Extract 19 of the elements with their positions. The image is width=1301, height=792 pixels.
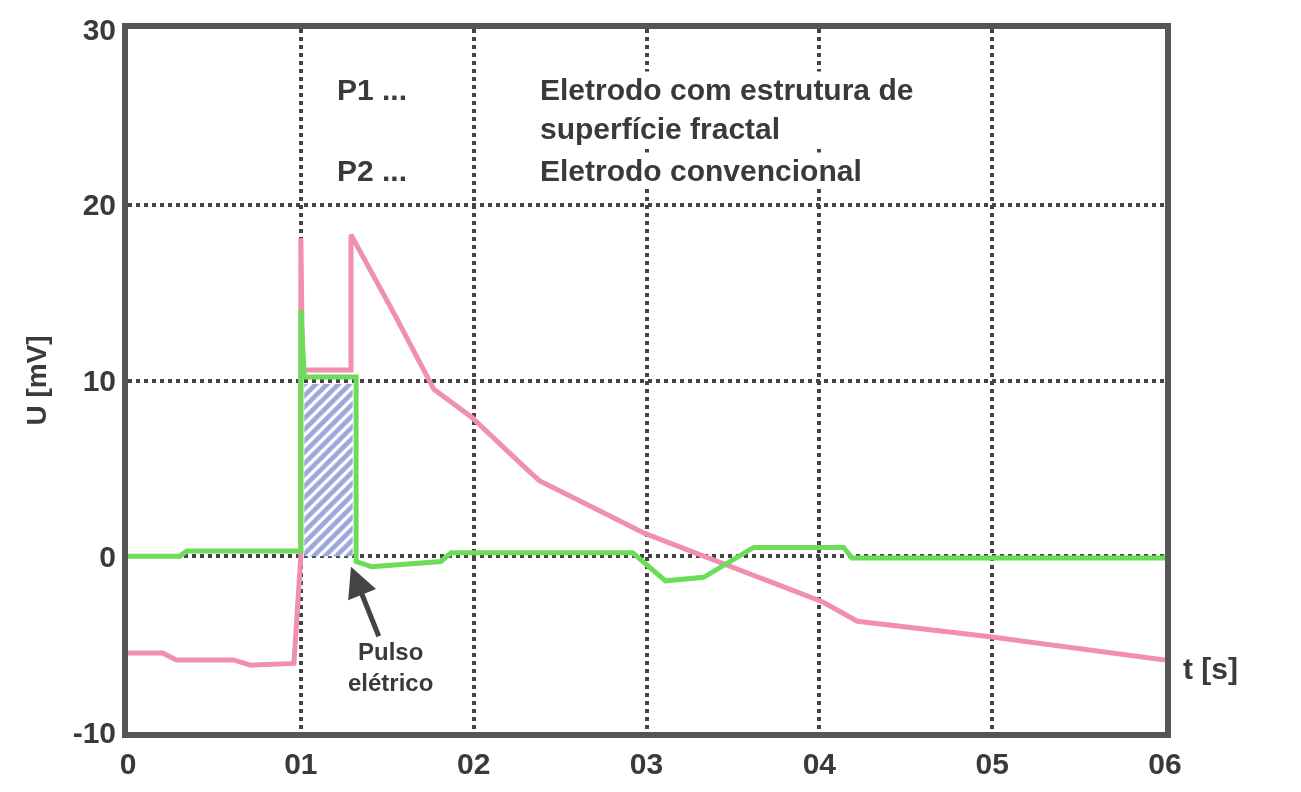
- x-tick-label: 04: [802, 747, 837, 780]
- y-tick-label: 10: [82, 364, 116, 397]
- annotation: Eletrodo com estrutura de superfície fractal: [540, 73, 914, 145]
- x-tick-label: 01: [284, 747, 318, 780]
- x-axis-title: t [s]: [1183, 652, 1238, 685]
- y-tick-label: 30: [82, 12, 116, 46]
- x-tick-label: 03: [629, 747, 664, 780]
- annotation: P1 ...: [337, 73, 408, 106]
- x-tick-label: 06: [1148, 747, 1182, 780]
- annotation: P2 ...: [337, 154, 408, 187]
- annotation: Pulso elétrico: [348, 638, 434, 697]
- y-axis-title: U [mV]: [20, 335, 52, 426]
- y-tick-label: 20: [82, 188, 116, 222]
- y-tick-label: -10: [72, 715, 116, 749]
- annotation: Eletrodo convencional: [540, 154, 862, 187]
- x-tick-label: 05: [975, 747, 1009, 780]
- y-tick-label: 0: [99, 539, 116, 573]
- x-tick-label: 0: [119, 747, 137, 780]
- x-tick-label: 02: [456, 747, 491, 780]
